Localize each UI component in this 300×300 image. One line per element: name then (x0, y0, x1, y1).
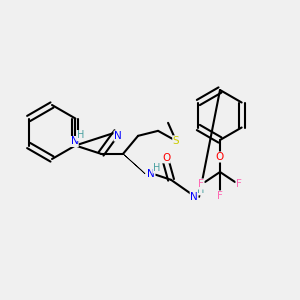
Text: H: H (197, 185, 205, 195)
Text: N: N (190, 192, 198, 202)
Text: O: O (162, 153, 170, 163)
Polygon shape (123, 154, 145, 174)
Text: S: S (173, 136, 179, 146)
Text: H: H (77, 130, 84, 140)
Text: F: F (198, 179, 204, 189)
Text: F: F (217, 191, 223, 201)
Text: H: H (153, 163, 161, 173)
Text: N: N (70, 136, 78, 146)
Text: N: N (114, 131, 122, 141)
Text: N: N (147, 169, 155, 179)
Text: O: O (216, 152, 224, 162)
Text: F: F (236, 179, 242, 189)
